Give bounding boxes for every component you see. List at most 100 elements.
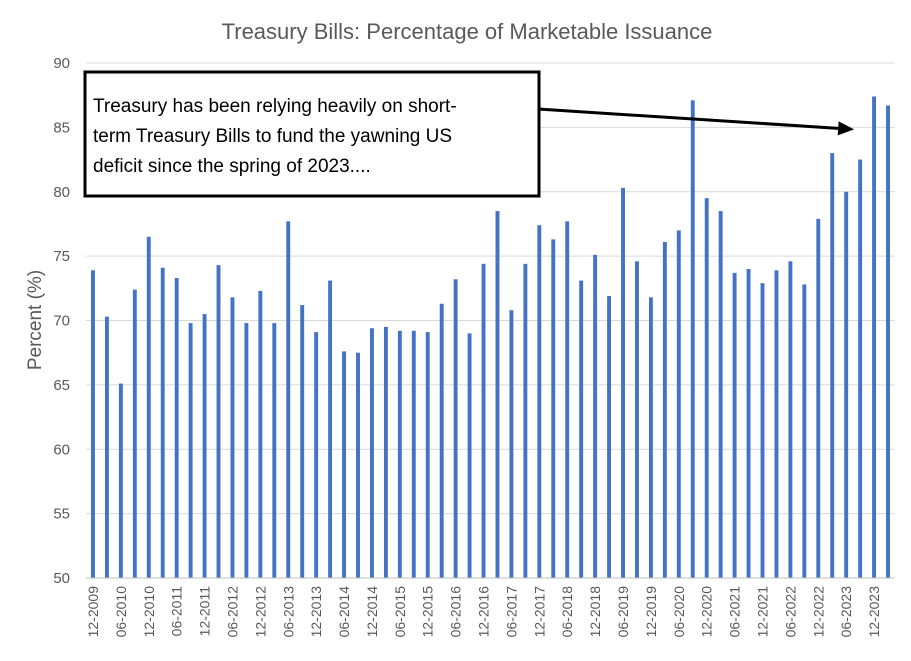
bar-12-2014 xyxy=(369,328,374,578)
x-tick-label: 06-2011 xyxy=(169,586,185,637)
x-tick-label: 06-2018 xyxy=(559,586,575,638)
bar-09-2022 xyxy=(802,284,807,578)
y-tick-label: 60 xyxy=(53,441,70,458)
bar-03-2022 xyxy=(774,270,779,578)
bar-09-2013 xyxy=(300,305,305,578)
bar-06-2015 xyxy=(397,330,402,578)
bar-09-2011 xyxy=(188,323,193,578)
bar-12-2015 xyxy=(425,332,430,578)
bar-03-2023 xyxy=(830,153,835,579)
bar-03-2013 xyxy=(272,323,277,578)
x-tick-label: 12-2010 xyxy=(141,586,157,638)
bar-09-2018 xyxy=(579,280,584,578)
y-axis-label: Percent (%) xyxy=(25,270,46,370)
bar-03-2024 xyxy=(886,105,890,579)
bar-03-2019 xyxy=(607,296,612,578)
bar-03-2021 xyxy=(718,211,723,578)
y-tick-label: 55 xyxy=(53,506,70,523)
bar-06-2011 xyxy=(174,278,179,578)
bar-03-2016 xyxy=(439,303,444,578)
bar-09-2014 xyxy=(356,352,360,578)
bar-06-2021 xyxy=(732,272,737,578)
bar-03-2010 xyxy=(104,316,109,578)
bar-03-2020 xyxy=(662,241,667,578)
bar-12-2010 xyxy=(146,236,151,578)
x-tick-label: 06-2010 xyxy=(113,586,129,638)
x-tick-label: 12-2017 xyxy=(531,586,547,638)
bar-09-2020 xyxy=(690,100,695,578)
x-tick-label: 06-2020 xyxy=(671,586,687,638)
chart-title: Treasury Bills: Percentage of Marketable… xyxy=(222,19,713,44)
x-tick-label: 12-2019 xyxy=(643,586,659,638)
bar-06-2012 xyxy=(230,297,235,578)
x-tick-label: 06-2021 xyxy=(727,586,743,638)
annotation-line-2: term Treasury Bills to fund the yawning … xyxy=(93,126,452,147)
bar-12-2021 xyxy=(760,283,765,578)
x-tick-label: 12-2020 xyxy=(699,586,715,638)
bar-03-2014 xyxy=(328,280,333,578)
bar-03-2017 xyxy=(495,211,500,578)
x-tick-label: 12-2014 xyxy=(364,586,380,638)
bar-12-2020 xyxy=(704,198,709,578)
annotation-arrow xyxy=(537,107,839,130)
x-tick-label: 06-2022 xyxy=(782,586,798,638)
x-tick-label: 12-2013 xyxy=(308,586,324,638)
y-tick-label: 85 xyxy=(53,119,70,136)
x-tick-label: 12-2022 xyxy=(810,586,826,638)
x-axis-ticks: 12-2009 06-2010 12-2010 06-2011 12-2011 06-20… xyxy=(85,586,882,638)
x-tick-label: 12-2011 xyxy=(197,586,213,637)
y-tick-label: 75 xyxy=(53,248,70,265)
x-tick-label: 06-2013 xyxy=(280,586,296,638)
bar-12-2016 xyxy=(481,263,486,578)
bar-06-2013 xyxy=(286,221,291,579)
bar-03-2012 xyxy=(216,265,221,578)
bar-06-2018 xyxy=(565,221,570,579)
y-tick-label: 50 xyxy=(53,570,70,587)
bar-06-2020 xyxy=(676,230,681,579)
bar-09-2015 xyxy=(411,330,416,578)
y-tick-label: 65 xyxy=(53,377,70,394)
annotation-line-3: deficit since the spring of 2023.... xyxy=(93,156,371,177)
bars xyxy=(91,96,890,579)
x-tick-label: 12-2015 xyxy=(420,586,436,638)
bar-09-2017 xyxy=(523,263,528,578)
y-tick-label: 70 xyxy=(53,313,70,330)
x-tick-label: 06-2016 xyxy=(448,586,464,638)
bar-12-2017 xyxy=(537,225,542,578)
bar-03-2015 xyxy=(383,326,388,578)
bar-12-2011 xyxy=(202,314,207,578)
bar-03-2011 xyxy=(160,267,165,578)
x-tick-label: 06-2014 xyxy=(336,586,352,638)
bar-12-2012 xyxy=(258,290,263,578)
y-axis-ticks: 50 55 60 65 70 75 80 85 90 xyxy=(53,55,70,587)
bar-09-2023 xyxy=(858,159,863,578)
x-tick-label: 12-2018 xyxy=(587,586,603,638)
bar-12-2013 xyxy=(314,332,319,578)
bar-09-2012 xyxy=(244,323,249,578)
x-tick-label: 12-2009 xyxy=(85,586,101,638)
bar-06-2017 xyxy=(509,310,514,578)
bar-06-2010 xyxy=(118,383,123,578)
bar-09-2016 xyxy=(467,333,472,579)
bar-03-2018 xyxy=(551,239,556,578)
bar-12-2009 xyxy=(91,270,95,578)
x-tick-label: 12-2016 xyxy=(476,586,492,638)
bar-06-2016 xyxy=(453,279,458,578)
x-tick-label: 12-2012 xyxy=(252,586,268,638)
x-tick-label: 06-2015 xyxy=(392,586,408,638)
bar-06-2014 xyxy=(342,351,346,578)
x-tick-label: 12-2023 xyxy=(866,586,882,638)
bar-12-2023 xyxy=(872,96,877,578)
bar-09-2021 xyxy=(746,269,751,578)
x-tick-label: 06-2012 xyxy=(224,586,240,638)
annotation-line-1: Treasury has been relying heavily on sho… xyxy=(93,96,457,117)
bar-06-2023 xyxy=(844,191,849,578)
bar-12-2022 xyxy=(816,218,821,579)
bar-12-2018 xyxy=(593,254,598,578)
annotation-box xyxy=(83,70,541,198)
y-tick-label: 90 xyxy=(53,55,70,72)
annotation-arrow-head xyxy=(837,121,855,136)
x-tick-label: 06-2023 xyxy=(838,586,854,638)
x-tick-label: 06-2017 xyxy=(503,586,519,638)
